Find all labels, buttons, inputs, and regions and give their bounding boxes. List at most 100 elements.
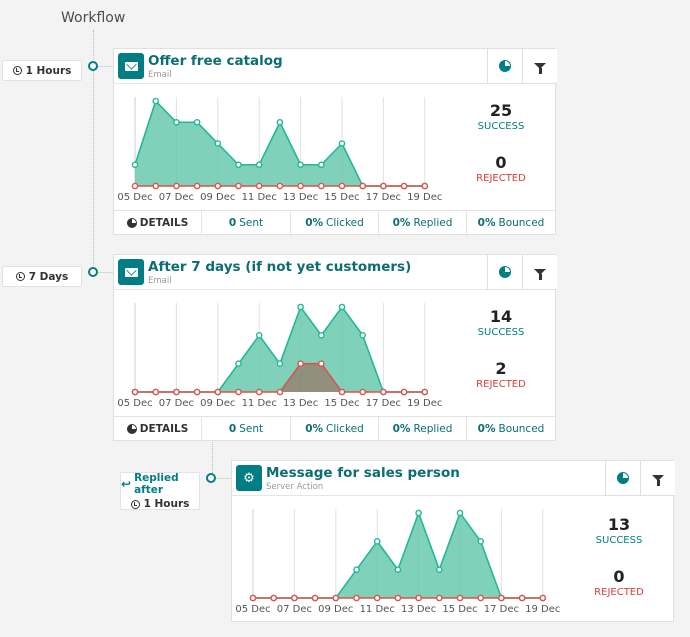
rejected-point <box>539 594 547 602</box>
card-header[interactable]: Offer free catalog Email <box>114 49 487 84</box>
replied-stat[interactable]: 0% Replied <box>379 211 467 234</box>
activity-chart: 05 Dec 07 Dec 09 Dec 11 Dec 13 Dec 15 Dec 17 D… <box>117 303 442 409</box>
filter-button[interactable] <box>522 49 557 84</box>
clicked-label: Clicked <box>326 216 364 229</box>
card-header[interactable]: ⚙ Message for sales person Server Action <box>232 461 605 496</box>
success-point <box>131 161 139 169</box>
success-point <box>173 118 180 126</box>
filter-button[interactable] <box>640 461 675 496</box>
sent-label: Sent <box>239 216 264 229</box>
replied-count: 0% <box>392 216 411 229</box>
activity-title[interactable]: Message for sales person <box>266 465 460 481</box>
x-tick-label: 13 Dec <box>283 192 318 203</box>
x-tick-label: 19 Dec <box>407 192 442 203</box>
rejected-stat: 0 REJECTED <box>461 153 541 184</box>
rejected-label: REJECTED <box>594 587 644 598</box>
details-button[interactable]: DETAILS <box>114 211 202 234</box>
child-connector <box>212 440 213 475</box>
rejected-point <box>353 594 360 602</box>
sent-stat[interactable]: 0 Sent <box>202 211 291 234</box>
bounced-count: 0% <box>477 216 496 229</box>
rejected-point <box>380 388 387 396</box>
rejected-point <box>498 594 505 602</box>
clock-icon <box>130 499 140 509</box>
activity-card: Offer free catalog Email 05 Dec 07 Dec 09 … <box>113 48 557 235</box>
success-point <box>317 161 325 169</box>
rejected-stat: 0 REJECTED <box>579 567 659 598</box>
rejected-point <box>297 182 304 190</box>
activity-title[interactable]: Offer free catalog <box>148 53 283 69</box>
rejected-point <box>317 182 325 190</box>
rejected-point <box>400 388 408 396</box>
activity-type: Email <box>148 70 172 80</box>
trigger-delay: 1 Hours <box>130 498 190 510</box>
success-point <box>338 140 346 147</box>
x-tick-label: 09 Dec <box>318 604 353 615</box>
bounced-label: Bounced <box>498 422 545 435</box>
x-tick-label: 09 Dec <box>200 192 235 203</box>
rejected-point <box>317 360 325 367</box>
graph-toggle-button[interactable] <box>487 49 522 84</box>
rejected-point <box>276 388 284 396</box>
filter-icon <box>534 63 546 74</box>
rejected-point <box>415 594 422 602</box>
success-stat: 14 SUCCESS <box>461 307 541 338</box>
envelope-icon <box>118 53 144 79</box>
replied-stat[interactable]: 0% Replied <box>379 417 467 440</box>
x-tick-label: 19 Dec <box>525 604 560 615</box>
success-area <box>253 513 543 598</box>
success-count: 13 <box>607 515 631 534</box>
rejected-point <box>332 594 340 602</box>
details-button[interactable]: DETAILS <box>114 417 202 440</box>
x-tick-label: 15 Dec <box>324 192 359 203</box>
success-point <box>477 538 484 545</box>
trigger-badge: 1 Hours <box>2 60 82 81</box>
success-point <box>235 360 242 367</box>
bounced-count: 0% <box>477 422 496 435</box>
clicked-stat[interactable]: 0% Clicked <box>291 211 379 234</box>
activity-title[interactable]: After 7 days (if not yet customers) <box>148 259 412 275</box>
success-label: SUCCESS <box>595 535 643 546</box>
rejected-point <box>173 388 180 396</box>
bounced-stat[interactable]: 0% Bounced <box>467 211 555 234</box>
bounced-stat[interactable]: 0% Bounced <box>467 417 555 440</box>
graph-toggle-button[interactable] <box>487 255 522 290</box>
details-label: DETAILS <box>139 216 189 229</box>
stats-row: DETAILS 0 Sent 0% Clicked 0% Replied 0% Boun… <box>114 210 555 234</box>
clicked-stat[interactable]: 0% Clicked <box>291 417 379 440</box>
workflow-title: Workflow <box>61 10 126 26</box>
x-tick-label: 05 Dec <box>117 398 152 409</box>
rejected-count: 0 <box>495 153 507 172</box>
rejected-point <box>131 388 139 396</box>
rejected-point <box>373 594 381 602</box>
trigger-label: 7 Days <box>28 270 69 283</box>
x-tick-label: 11 Dec <box>242 192 277 203</box>
success-point <box>214 140 222 147</box>
reply-trigger: ↩ Replied after <box>121 472 199 496</box>
clock-icon <box>15 272 25 281</box>
trigger-label: 1 Hours <box>25 64 72 77</box>
x-tick-label: 07 Dec <box>277 604 312 615</box>
rejected-point <box>235 182 242 190</box>
trigger-badge: ↩ Replied after 1 Hours <box>120 472 200 510</box>
gears-icon: ⚙ <box>236 465 262 491</box>
filter-button[interactable] <box>522 255 557 290</box>
sent-stat[interactable]: 0 Sent <box>202 417 291 440</box>
rejected-point <box>270 594 278 602</box>
rejected-point <box>456 594 464 602</box>
x-tick-label: 05 Dec <box>117 192 152 203</box>
x-tick-label: 17 Dec <box>366 398 401 409</box>
success-point <box>193 118 201 126</box>
pie-chart-icon <box>126 423 137 434</box>
x-tick-label: 07 Dec <box>159 398 194 409</box>
activity-chart: 05 Dec 07 Dec 09 Dec 11 Dec 13 Dec 15 Dec 17 D… <box>235 509 560 615</box>
graph-toggle-button[interactable] <box>605 461 640 496</box>
rejected-point <box>276 182 284 190</box>
rejected-point <box>338 182 346 190</box>
success-point <box>394 566 402 573</box>
pie-chart-icon <box>499 266 511 278</box>
sent-label: Sent <box>239 422 264 435</box>
card-header[interactable]: After 7 days (if not yet customers) Emai… <box>114 255 487 290</box>
success-area <box>135 307 425 392</box>
trigger-label: 1 Hours <box>143 498 190 510</box>
